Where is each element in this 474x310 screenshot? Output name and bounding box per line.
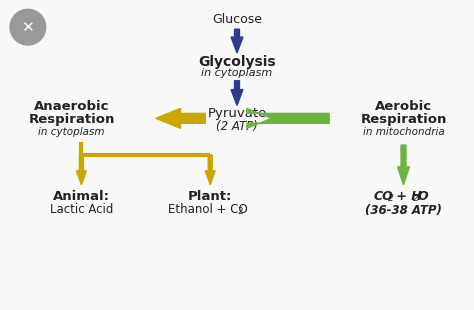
Text: Respiration: Respiration bbox=[28, 113, 115, 126]
Text: (2 ATP): (2 ATP) bbox=[216, 120, 258, 133]
Text: (36-38 ATP): (36-38 ATP) bbox=[365, 204, 442, 217]
Text: Animal:: Animal: bbox=[53, 190, 110, 203]
Polygon shape bbox=[247, 108, 329, 128]
Text: Aerobic: Aerobic bbox=[375, 100, 432, 113]
Text: Glycolysis: Glycolysis bbox=[198, 55, 276, 69]
Text: in cytoplasm: in cytoplasm bbox=[38, 127, 105, 137]
Text: Respiration: Respiration bbox=[360, 113, 447, 126]
Circle shape bbox=[10, 9, 46, 45]
Text: in mitochondria: in mitochondria bbox=[363, 127, 444, 137]
Polygon shape bbox=[231, 29, 243, 53]
Text: Glucose: Glucose bbox=[212, 13, 262, 26]
Text: ✕: ✕ bbox=[21, 20, 34, 35]
Text: 2: 2 bbox=[237, 206, 243, 215]
Text: O: O bbox=[418, 190, 428, 203]
Text: 2: 2 bbox=[388, 194, 393, 203]
Text: Anaerobic: Anaerobic bbox=[34, 100, 109, 113]
Text: in cytoplasm: in cytoplasm bbox=[201, 68, 273, 78]
Text: Plant:: Plant: bbox=[188, 190, 232, 203]
Text: Lactic Acid: Lactic Acid bbox=[50, 202, 113, 215]
Polygon shape bbox=[231, 81, 243, 105]
Text: CO: CO bbox=[374, 190, 393, 203]
Polygon shape bbox=[398, 145, 410, 185]
Polygon shape bbox=[76, 155, 86, 185]
Text: + H: + H bbox=[392, 190, 421, 203]
Text: Ethanol + CO: Ethanol + CO bbox=[168, 202, 248, 215]
Polygon shape bbox=[156, 108, 205, 128]
Text: 2: 2 bbox=[413, 194, 419, 203]
Text: Pyruvate: Pyruvate bbox=[207, 108, 267, 120]
Polygon shape bbox=[205, 155, 215, 185]
